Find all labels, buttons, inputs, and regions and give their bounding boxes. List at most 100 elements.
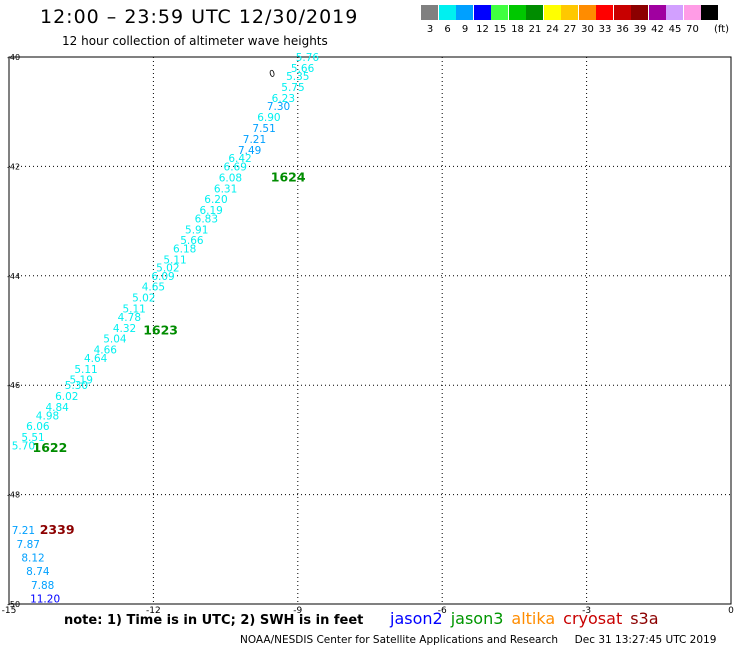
- time-label: 1622: [33, 440, 68, 455]
- satellite-s3a: s3a: [630, 609, 659, 628]
- swh-data-label: 7.30: [267, 101, 290, 113]
- scale-swatch: [666, 5, 683, 20]
- scale-swatch: [683, 5, 701, 20]
- credit-line: NOAA/NESDIS Center for Satellite Applica…: [240, 634, 717, 646]
- scale-label: 45: [668, 24, 682, 35]
- x-tick-label: -9: [293, 606, 302, 616]
- scale-swatch: [456, 5, 473, 20]
- swh-data-label: 7.88: [31, 580, 54, 592]
- swh-data-label: 4.84: [45, 402, 69, 414]
- swh-data-label: 4.65: [142, 282, 165, 294]
- satellite-jason2: jason2: [390, 609, 443, 628]
- swh-data-label: 6.08: [219, 172, 242, 184]
- scale-swatch: [701, 5, 718, 20]
- scale-swatch: [631, 5, 648, 20]
- swh-data-label: 6.19: [199, 205, 222, 217]
- scale-label: 9: [461, 24, 469, 35]
- swh-data-label: 5.02: [156, 263, 179, 275]
- swh-data-label: 8.12: [21, 553, 44, 565]
- satellite-legend: jason2 jason3 altika cryosat s3a: [390, 609, 667, 628]
- marker-label: 0: [268, 69, 278, 81]
- swh-data-label: 5.70: [12, 440, 35, 452]
- swh-data-label: 5.11: [74, 364, 97, 376]
- y-tick-label: -50: [7, 600, 20, 609]
- scale-label: 6: [444, 24, 451, 35]
- swh-data-label: 6.09: [151, 271, 174, 283]
- x-tick-label: 0: [728, 606, 734, 616]
- swh-data-label: 6.20: [204, 194, 227, 206]
- swh-data-label: 6.31: [214, 183, 237, 195]
- swh-data-label: 6.02: [55, 391, 78, 403]
- swh-data-label: 6.06: [26, 421, 50, 433]
- scale-label: 3: [426, 24, 434, 35]
- swh-data-label: 5.35: [286, 71, 309, 83]
- scale-swatch: [648, 5, 666, 20]
- satellite-cryosat: cryosat: [563, 609, 623, 628]
- swh-data-label: 6.83: [195, 213, 218, 225]
- swh-data-label: 5.66: [291, 63, 315, 75]
- swh-data-label: 5.02: [132, 293, 155, 305]
- swh-data-label: 4.78: [118, 312, 141, 324]
- swh-data-label: 11.20: [30, 594, 60, 606]
- scale-swatch: [473, 5, 491, 20]
- page-subtitle: 12 hour collection of altimeter wave hei…: [62, 34, 328, 48]
- y-tick-label: -48: [7, 491, 20, 500]
- y-tick-label: -40: [7, 53, 20, 62]
- scale-label: 70: [686, 24, 699, 35]
- scale-label: 30: [581, 24, 594, 35]
- swh-data-label: 5.51: [21, 432, 44, 444]
- x-tick-label: -12: [146, 606, 161, 616]
- swh-data-label: 5.11: [163, 254, 186, 266]
- time-label: 1623: [143, 323, 178, 338]
- scale-label: 18: [511, 24, 524, 35]
- swh-data-label: 7.87: [17, 539, 40, 551]
- satellite-altika: altika: [511, 609, 556, 628]
- swh-data-label: 4.32: [113, 323, 136, 335]
- swh-data-label: 5.91: [185, 224, 208, 236]
- scale-swatch: [526, 5, 543, 20]
- scale-swatch: [596, 5, 613, 20]
- swh-data-label: 7.51: [252, 123, 275, 135]
- x-tick-label: -3: [582, 606, 591, 616]
- swh-data-label: 7.49: [238, 145, 261, 157]
- scale-swatch: [421, 5, 438, 20]
- swh-data-label: 6.69: [224, 161, 247, 173]
- scale-swatch: [438, 5, 456, 20]
- scale-swatch: [543, 5, 561, 20]
- swh-data-label: 6.18: [173, 243, 196, 255]
- y-tick-label: -44: [7, 272, 20, 281]
- scale-label: 33: [598, 24, 612, 35]
- scale-swatch: [613, 5, 631, 20]
- x-tick-label: -15: [2, 606, 17, 616]
- scale-label: 21: [528, 24, 542, 35]
- swh-data-label: 8.74: [26, 566, 50, 578]
- x-tick-label: -6: [438, 606, 447, 616]
- swh-data-label: 4.66: [94, 345, 118, 357]
- swh-data-label: 5.66: [180, 235, 204, 247]
- scale-swatch: [491, 5, 508, 20]
- swh-data-label: 4.98: [36, 410, 59, 422]
- swh-data-label: 5.19: [70, 375, 93, 387]
- scale-label: 27: [563, 24, 577, 35]
- scale-label: 12: [476, 24, 489, 35]
- page-title: 12:00 – 23:59 UTC 12/30/2019: [40, 6, 359, 28]
- time-label: 2339: [40, 522, 75, 537]
- scale-swatch: [561, 5, 578, 20]
- scale-label: 36: [616, 24, 629, 35]
- time-label: 1624: [271, 169, 306, 184]
- swh-data-label: 5.75: [281, 82, 304, 94]
- footer-note: note: 1) Time is in UTC; 2) SWH is in fe…: [64, 613, 364, 628]
- scale-label: 24: [546, 24, 559, 35]
- swh-data-label: 6.90: [257, 112, 280, 124]
- swh-data-label: 5.11: [122, 304, 145, 316]
- y-tick-label: -46: [7, 381, 20, 390]
- scale-label: 15: [493, 24, 507, 35]
- scale-swatch: [508, 5, 526, 20]
- swh-data-label: 5.04: [103, 334, 127, 346]
- swh-data-label: 5.76: [296, 52, 320, 64]
- swh-data-label: 6.42: [228, 153, 251, 165]
- scale-label: 42: [651, 24, 664, 35]
- swh-data-label: 7.21: [243, 134, 266, 146]
- satellite-jason3: jason3: [450, 609, 504, 628]
